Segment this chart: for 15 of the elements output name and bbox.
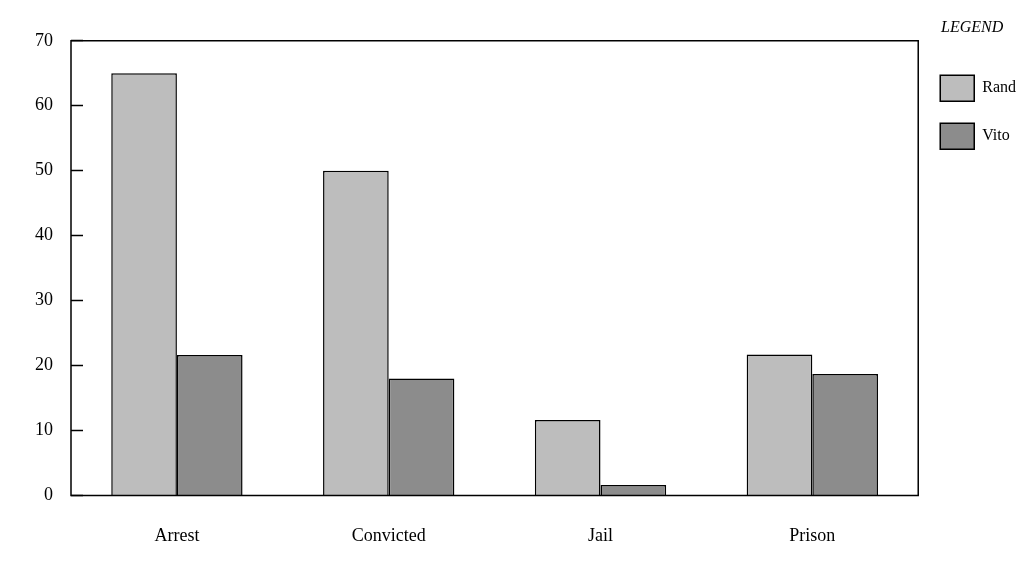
y-tick-label: 0 <box>44 484 53 505</box>
x-tick-label: Convicted <box>351 524 426 545</box>
y-tick-label: 70 <box>35 29 53 50</box>
y-tick-label: 20 <box>35 354 53 375</box>
y-tick-label: 60 <box>35 94 53 115</box>
y-tick-label: 10 <box>35 419 53 440</box>
legend-label: Vito <box>982 126 1010 144</box>
y-tick-label: 30 <box>35 289 53 310</box>
x-tick-label: Jail <box>588 524 614 545</box>
x-tick-label: Prison <box>789 524 836 545</box>
legend-title: LEGEND <box>940 18 1004 36</box>
legend-label: Rand <box>982 78 1017 96</box>
x-tick-label: Arrest <box>154 524 200 545</box>
y-tick-label: 50 <box>35 159 53 180</box>
y-tick-label: 40 <box>35 224 53 245</box>
